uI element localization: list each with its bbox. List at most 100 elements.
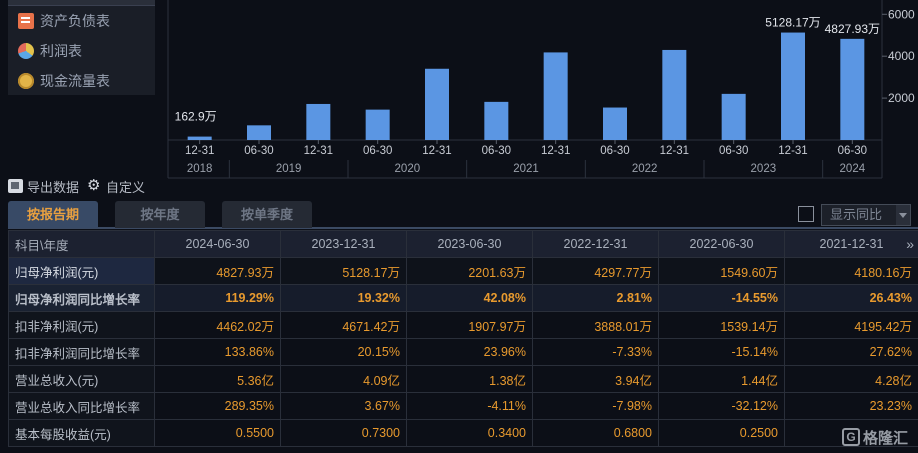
toolbar: 导出数据 ⚙ 自定义 (8, 176, 153, 196)
profit-bar-chart: 2000 4000 6000 12-31 162.9万 06-30 12-31 06-30 12… (155, 0, 918, 180)
table-row[interactable]: 归母净利润(元) 4827.93万 5128.17万 2201.63万 4297.77万… (8, 257, 918, 285)
chart-bar (425, 68, 449, 140)
table-cell: 42.08% (406, 284, 533, 312)
table-cell: -14.55% (658, 284, 785, 312)
column-header[interactable]: 2022-06-30 (658, 230, 785, 258)
sidebar-item-label: 资产负债表 (40, 13, 110, 29)
chart-bar (840, 38, 865, 141)
table-header-row: 科目\年度 2024-06-30 2023-12-31 2023-06-30 2… (8, 230, 918, 258)
sidebar-scroll-edge (8, 0, 155, 6)
table-cell: -7.98% (532, 392, 659, 420)
row-label: 归母净利润(元) (8, 257, 155, 285)
table-cell: 289.35% (154, 392, 281, 420)
table-cell: 4827.93万 (154, 257, 281, 285)
period-tabs: 按报告期 按年度 按单季度 (8, 201, 918, 229)
y-tick-label: 4000 (888, 49, 915, 63)
column-header[interactable]: 2022-12-31 (532, 230, 659, 258)
table-cell: 1539.14万 (658, 311, 785, 339)
export-label: 导出数据 (27, 179, 80, 195)
customize-label: 自定义 (106, 179, 146, 195)
column-header[interactable]: 2023-12-31 (280, 230, 407, 258)
export-icon (8, 179, 23, 193)
table-row[interactable]: 营业总收入(元) 5.36亿 4.09亿 1.38亿 3.94亿 1.44亿 4.28亿 (8, 365, 918, 393)
bar-data-label: 4827.93万 (825, 22, 880, 36)
table-cell: 0.7300 (280, 419, 407, 447)
table-cell: 4297.77万 (532, 257, 659, 285)
row-label: 营业总收入同比增长率 (8, 392, 155, 420)
sidebar-item-income-statement[interactable]: 利润表 (18, 40, 82, 62)
table-cell: 3.67% (280, 392, 407, 420)
chart-bar (365, 109, 390, 140)
row-label: 扣非净利润(元) (8, 311, 155, 339)
export-data-button[interactable]: 导出数据 (8, 177, 79, 196)
table-row[interactable]: 基本每股收益(元) 0.5500 0.7300 0.3400 0.6800 0.2500 (8, 419, 918, 447)
chart-bar (662, 49, 687, 140)
table-cell: 0.5500 (154, 419, 281, 447)
table-cell: 23.23% (784, 392, 918, 420)
table-cell: 23.96% (406, 338, 533, 366)
table-cell: 2.81% (532, 284, 659, 312)
column-header-label: 2021-12-31 (819, 237, 884, 251)
table-cell: 2201.63万 (406, 257, 533, 285)
pie-chart-icon (18, 43, 34, 59)
x-year-label: 2018 (187, 163, 213, 175)
x-tick-label: 06-30 (363, 145, 392, 157)
tab-by-year[interactable]: 按年度 (115, 201, 205, 228)
chart-bar (306, 103, 331, 140)
x-year-label: 2020 (395, 163, 421, 175)
bar-data-label: 162.9万 (175, 110, 217, 124)
table-cell: 20.15% (280, 338, 407, 366)
coin-stack-icon (18, 73, 34, 89)
document-icon (18, 13, 34, 29)
tab-by-quarter[interactable]: 按单季度 (222, 201, 312, 228)
table-cell: 5.36亿 (154, 365, 281, 393)
column-header[interactable]: 2024-06-30 (154, 230, 281, 258)
watermark: G 格隆汇 (842, 426, 912, 448)
table-cell: 4180.16万 (784, 257, 918, 285)
sidebar-item-cash-flow[interactable]: 现金流量表 (18, 70, 110, 92)
table-row[interactable]: 扣非净利润(元) 4462.02万 4671.42万 1907.97万 3888.01万… (8, 311, 918, 339)
y-tick-label: 6000 (888, 7, 915, 21)
table-cell: 4462.02万 (154, 311, 281, 339)
x-tick-label: 06-30 (244, 145, 273, 157)
x-tick-label: 12-31 (185, 145, 214, 157)
chart-bar (603, 107, 627, 140)
x-year-label: 2021 (513, 163, 539, 175)
customize-button[interactable]: ⚙ 自定义 (87, 177, 145, 196)
statement-sidebar: 资产负债表 利润表 现金流量表 (8, 0, 155, 95)
table-cell: 27.62% (784, 338, 918, 366)
table-cell: -7.33% (532, 338, 659, 366)
x-tick-label: 06-30 (600, 145, 629, 157)
x-tick-label: 12-31 (541, 145, 570, 157)
row-label: 归母净利润同比增长率 (8, 284, 155, 312)
column-header[interactable]: 2023-06-30 (406, 230, 533, 258)
table-cell: 1.38亿 (406, 365, 533, 393)
table-row[interactable]: 归母净利润同比增长率 119.29% 19.32% 42.08% 2.81% -14.55… (8, 284, 918, 312)
table-row[interactable]: 营业总收入同比增长率 289.35% 3.67% -4.11% -7.98% -32.12… (8, 392, 918, 420)
gear-icon: ⚙ (87, 177, 101, 194)
x-tick-label: 12-31 (778, 145, 807, 157)
table-cell: 4.28亿 (784, 365, 918, 393)
table-row[interactable]: 扣非净利润同比增长率 133.86% 20.15% 23.96% -7.33% -15.1… (8, 338, 918, 366)
tab-by-report-period[interactable]: 按报告期 (8, 201, 98, 228)
yoy-select[interactable]: 显示同比 (821, 204, 911, 226)
x-year-label: 2019 (276, 163, 302, 175)
watermark-logo-icon: G (842, 428, 860, 446)
x-year-label: 2024 (840, 163, 866, 175)
sidebar-item-balance-sheet[interactable]: 资产负债表 (18, 10, 110, 32)
row-label: 扣非净利润同比增长率 (8, 338, 155, 366)
sidebar-item-label: 现金流量表 (40, 73, 110, 89)
scroll-right-icon[interactable]: » (906, 236, 914, 252)
table-body: 归母净利润(元) 4827.93万 5128.17万 2201.63万 4297.77万… (8, 257, 918, 447)
table-cell: 0.2500 (658, 419, 785, 447)
row-label: 基本每股收益(元) (8, 419, 155, 447)
chart-canvas: 2000 4000 6000 12-31 162.9万 06-30 12-31 06-30 12… (167, 0, 915, 179)
table-cell: 0.3400 (406, 419, 533, 447)
table-cell: 1907.97万 (406, 311, 533, 339)
table-corner-header: 科目\年度 (8, 230, 155, 258)
table-cell: 133.86% (154, 338, 281, 366)
table-cell: 5128.17万 (280, 257, 407, 285)
column-header[interactable]: 2021-12-31 » (784, 230, 918, 258)
yoy-checkbox[interactable] (798, 206, 814, 222)
